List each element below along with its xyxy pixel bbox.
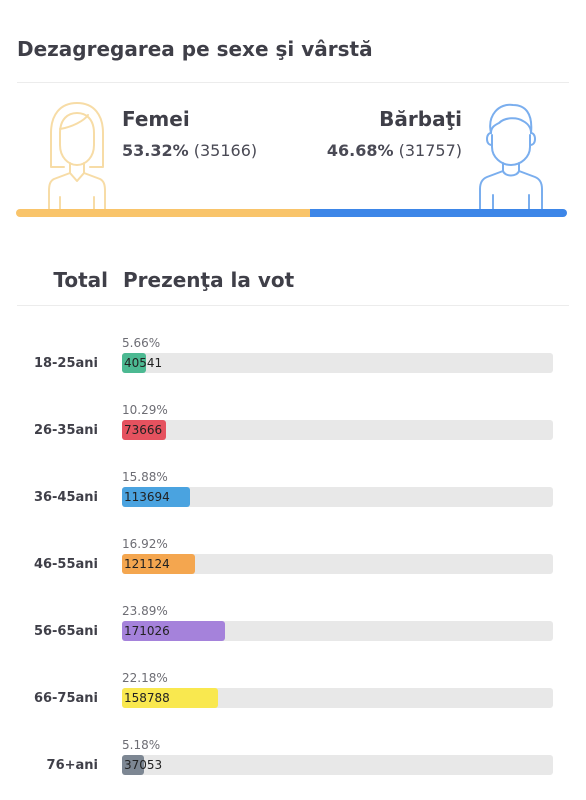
bar-track: 37053 <box>122 755 553 775</box>
page-title: Dezagregarea pe sexe şi vârstă <box>17 37 373 61</box>
bar-value-label: 158788 <box>124 691 170 705</box>
bar <box>122 487 190 507</box>
bar-track: 40541 <box>122 353 553 373</box>
male-stat: 46.68% (31757) <box>327 141 462 160</box>
female-share-bar <box>16 209 310 217</box>
bar-value-label: 40541 <box>124 356 163 370</box>
age-group-percent: 10.29% <box>122 403 168 417</box>
bar-track: 171026 <box>122 621 553 641</box>
bar <box>122 755 144 775</box>
male-share-bar <box>310 209 567 217</box>
age-group-percent: 23.89% <box>122 604 168 618</box>
age-group-percent: 5.18% <box>122 738 161 752</box>
bar-value-label: 37053 <box>124 758 163 772</box>
bar <box>122 688 218 708</box>
female-percent: 53.32% <box>122 141 189 160</box>
age-group-label: 56-65ani <box>33 624 98 639</box>
age-group-percent: 15.88% <box>122 470 168 484</box>
female-count: (35166) <box>193 141 258 160</box>
bar <box>122 420 166 440</box>
female-label: Femei <box>122 107 190 131</box>
female-avatar-icon <box>48 102 106 210</box>
age-group-label: 46-55ani <box>33 557 98 572</box>
age-group-label: 76+ani <box>46 758 98 773</box>
age-group-label: 26-35ani <box>33 423 98 438</box>
age-group-label: 66-75ani <box>33 691 98 706</box>
male-percent: 46.68% <box>326 141 394 160</box>
bar-track: 113694 <box>122 487 553 507</box>
age-group-percent: 22.18% <box>122 671 168 685</box>
male-avatar-icon <box>479 103 543 210</box>
divider <box>17 305 569 306</box>
bar-track: 73666 <box>122 420 553 440</box>
bar-value-label: 113694 <box>124 490 170 504</box>
age-group-label: 36-45ani <box>33 490 98 505</box>
age-group-percent: 5.66% <box>122 336 161 350</box>
bar <box>122 353 146 373</box>
bar-value-label: 121124 <box>124 557 170 571</box>
bar <box>122 554 195 574</box>
bar-value-label: 171026 <box>124 624 170 638</box>
bar <box>122 621 225 641</box>
age-group-label: 18-25ani <box>33 356 98 371</box>
bar-value-label: 73666 <box>124 423 163 437</box>
age-group-percent: 16.92% <box>122 537 168 551</box>
divider <box>17 82 569 83</box>
bar-track: 158788 <box>122 688 553 708</box>
total-column-header: Total <box>53 268 108 292</box>
turnout-column-header: Prezenţa la vot <box>123 268 295 292</box>
female-stat: 53.32% (35166) <box>122 141 257 160</box>
male-label: Bărbaţi <box>379 107 462 131</box>
male-count: (31757) <box>398 141 462 160</box>
bar-track: 121124 <box>122 554 553 574</box>
